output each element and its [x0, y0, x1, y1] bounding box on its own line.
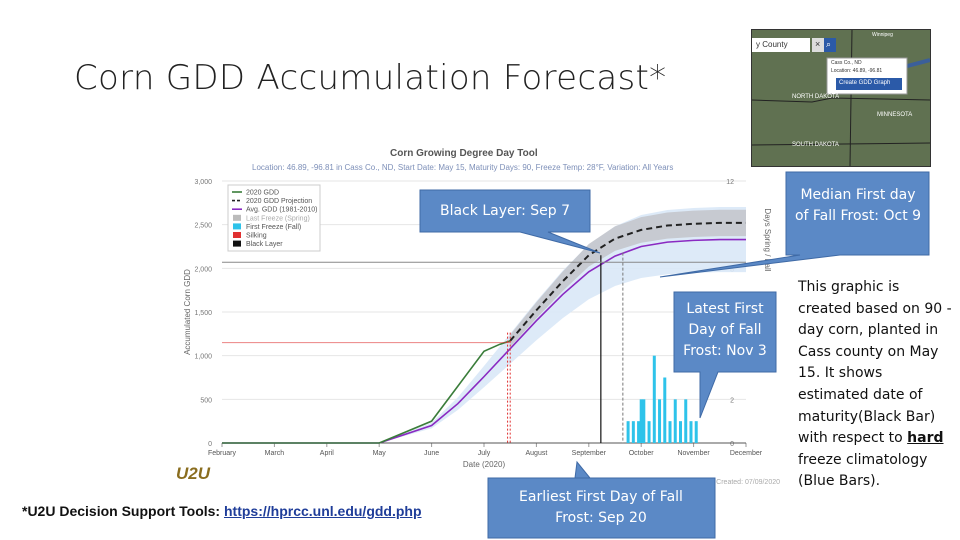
first-freeze-bar	[663, 377, 667, 443]
first-freeze-bar	[673, 399, 677, 443]
y-tick-label: 0	[208, 441, 212, 448]
x-tick-label: September	[572, 450, 607, 457]
first-freeze-bar	[647, 421, 651, 443]
first-freeze-bar	[679, 421, 682, 443]
x-tick-label: August	[526, 450, 548, 457]
map-graphic	[752, 30, 930, 166]
legend-label: 2020 GDD	[246, 190, 279, 197]
x-tick-label: December	[730, 450, 763, 457]
callout-median-first-frost: Median First day of Fall Frost: Oct 9	[794, 187, 922, 224]
first-freeze-bar	[637, 421, 641, 443]
callout-latest-first-frost: Latest First Day of Fall Frost: Nov 3	[683, 301, 767, 359]
side-note-part-1: This graphic is created based on 90 -day…	[798, 279, 952, 447]
map-place-minnesota: MINNESOTA	[877, 112, 913, 118]
first-freeze-bar	[652, 355, 656, 443]
y2-tick-label: 12	[726, 179, 734, 186]
callout-black-layer: Black Layer: Sep 7	[439, 203, 571, 219]
avg-gdd-range-band	[379, 206, 746, 443]
x-tick-label: July	[478, 450, 491, 457]
map-popup-title: Cass Co., ND	[831, 60, 862, 66]
map-place-winnipeg: Winnipeg	[872, 32, 893, 38]
map-place-north-dakota: NORTH DAKOTA	[792, 94, 840, 100]
legend-label: First Freeze (Fall)	[246, 224, 301, 231]
x-tick-label: March	[265, 450, 285, 457]
first-freeze-bar	[639, 399, 643, 443]
y-tick-label: 2,500	[194, 223, 212, 230]
y2-axis-title: Days Spring / Fall	[763, 208, 772, 271]
y-tick-label: 1,500	[194, 310, 212, 317]
gdd-2020-line	[222, 340, 511, 444]
legend-label: Silking	[246, 233, 267, 240]
map-search-icon[interactable]: ⌕	[826, 39, 832, 49]
legend-swatch	[233, 232, 241, 238]
y-tick-label: 2,000	[194, 266, 212, 273]
map-search-label[interactable]: y County	[756, 40, 788, 49]
map-popup-location: Location: 46.89, -96.81	[831, 68, 883, 74]
x-tick-label: June	[424, 450, 439, 457]
y-tick-label: 3,000	[194, 179, 212, 186]
side-note-hard: hard	[907, 430, 944, 447]
legend-swatch	[233, 240, 241, 247]
chart-plot-area: 05001,0001,5002,0002,5003,000024681012Fe…	[183, 179, 780, 486]
side-note: This graphic is created based on 90 -day…	[798, 277, 954, 493]
callout-earliest-first-frost: Earliest First Day of Fall Frost: Sep 20	[519, 489, 683, 526]
legend-label: 2020 GDD Projection	[246, 198, 312, 205]
y2-tick-label: 0	[730, 441, 734, 448]
first-freeze-bar	[631, 421, 635, 443]
footer: *U2U Decision Support Tools: https://hpr…	[22, 503, 422, 519]
map-thumbnail[interactable]: y County × ⌕ Cass Co., ND Location: 46.8…	[751, 29, 931, 167]
first-freeze-bar	[684, 399, 688, 443]
legend-label: Last Freeze (Spring)	[246, 215, 310, 222]
chart-subtitle: Location: 46.89, -96.81 in Cass Co., ND,…	[252, 163, 674, 172]
u2u-logo: U2U	[176, 464, 211, 483]
first-freeze-bar	[689, 421, 693, 443]
y-axis-title: Accumulated Corn GDD	[183, 269, 192, 355]
map-place-south-dakota: SOUTH DAKOTA	[792, 142, 839, 148]
side-note-part-3: freeze climatology (Blue Bars).	[798, 451, 928, 490]
legend-swatch	[233, 214, 241, 221]
legend-box	[227, 184, 321, 252]
first-freeze-bar	[642, 399, 646, 443]
x-tick-label: October	[629, 450, 655, 457]
legend-swatch	[233, 223, 241, 230]
x-tick-label: February	[208, 450, 237, 457]
legend-label: Black Layer	[246, 241, 283, 248]
footer-label: *U2U Decision Support Tools:	[22, 503, 224, 519]
first-freeze-bar	[694, 421, 698, 443]
first-freeze-bar	[658, 399, 662, 443]
y-tick-label: 1,000	[194, 354, 212, 361]
footer-link[interactable]: https://hprcc.unl.edu/gdd.php	[223, 503, 422, 519]
y2-tick-label: 2	[730, 397, 734, 404]
map-clear-icon[interactable]: ×	[815, 39, 821, 49]
x-tick-label: May	[373, 450, 387, 457]
x-tick-label: November	[677, 450, 710, 457]
first-freeze-bar	[626, 421, 630, 443]
y-tick-label: 500	[200, 397, 212, 404]
created-note: Created: 07/09/2020	[716, 479, 780, 486]
x-axis-title: Date (2020)	[463, 460, 506, 469]
create-gdd-graph-button[interactable]: Create GDD Graph	[839, 80, 891, 86]
chart-title: Corn Growing Degree Day Tool	[390, 148, 538, 159]
legend-label: Avg. GDD (1981-2010)	[246, 207, 317, 214]
slide-title: Corn GDD Accumulation Forecast*	[74, 58, 667, 98]
first-freeze-bar	[668, 421, 672, 443]
x-tick-label: April	[320, 450, 334, 457]
